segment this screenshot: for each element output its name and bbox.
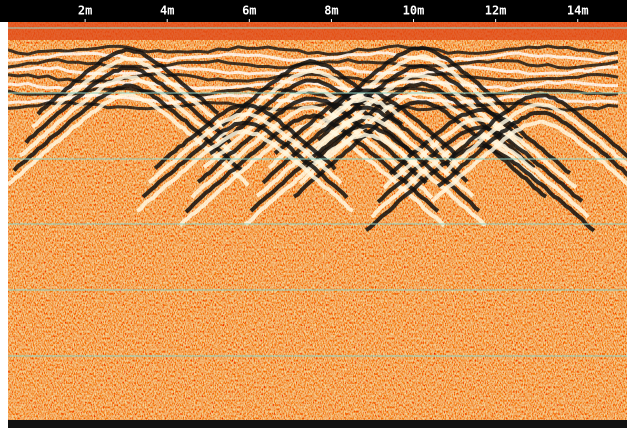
hyperbola xyxy=(190,104,434,200)
hyperbola xyxy=(36,47,220,116)
x-tick-label: 14m xyxy=(567,4,589,18)
reflections xyxy=(8,44,627,233)
hyperbola xyxy=(141,120,349,199)
surface-band xyxy=(8,22,627,40)
x-tick-label: 10m xyxy=(403,4,425,18)
x-tick-label: 4m xyxy=(160,4,174,18)
hyperbola xyxy=(196,96,428,185)
hyperbola xyxy=(328,45,512,114)
hyperbola xyxy=(370,134,590,219)
hyperbola xyxy=(430,119,627,203)
hyperbola xyxy=(31,56,226,129)
layer-reflection xyxy=(8,44,619,56)
hyperbola xyxy=(273,88,457,156)
hyperbola xyxy=(135,129,354,213)
hyperbola xyxy=(249,123,481,213)
hyperbola xyxy=(147,111,343,185)
hyperbola xyxy=(24,65,232,145)
hyperbola xyxy=(442,102,627,175)
x-tick-label: 2m xyxy=(78,4,92,18)
x-tick-label: 8m xyxy=(324,4,338,18)
depth-lines xyxy=(8,27,627,357)
hyperbola xyxy=(255,114,475,198)
hyperbola xyxy=(202,87,422,170)
hyperbola xyxy=(448,92,627,161)
hyperbola xyxy=(376,125,584,204)
hyperbola xyxy=(364,143,596,233)
bottom-bar xyxy=(8,420,627,428)
distance-bar xyxy=(0,0,627,22)
distance-axis: 2m 4m 6m 8m 10m 12m 14m xyxy=(78,4,589,22)
radargram-image xyxy=(8,22,627,420)
hyperbola xyxy=(382,117,578,190)
hyperbola xyxy=(322,54,518,128)
hyperbola xyxy=(436,110,627,188)
hyperbola xyxy=(153,102,337,171)
x-tick-label: 6m xyxy=(242,4,256,18)
x-tick-label: 12m xyxy=(485,4,507,18)
hyperbola xyxy=(293,100,548,199)
hyperbola xyxy=(19,74,238,158)
